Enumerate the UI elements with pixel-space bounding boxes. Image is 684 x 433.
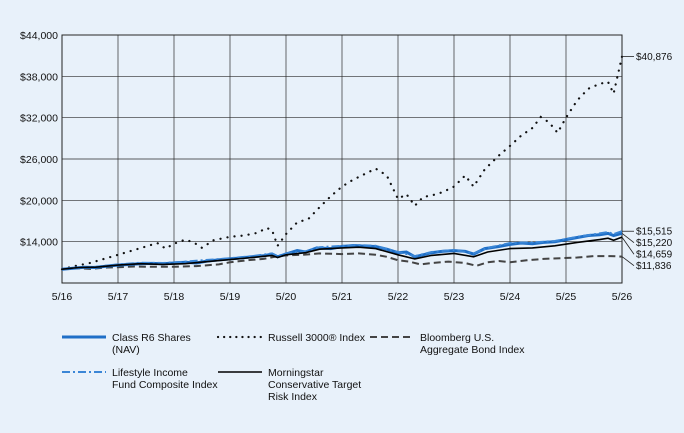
axes: 5/16 5/17 5/18 5/19 5/20 5/21 5/22 5/23 5/24 5/25…: [20, 30, 632, 303]
x-tick-label: 5/18: [164, 291, 185, 303]
x-tick-label: 5/16: [52, 291, 73, 303]
x-tick-label: 5/22: [388, 291, 409, 303]
series-line-4: [61, 236, 623, 270]
end-labels: $40,876 $15,515$15,220$14,659$11,836: [621, 52, 673, 272]
y-tick-label: $38,000: [20, 71, 58, 83]
legend-label: Russell 3000® Index: [268, 332, 366, 344]
x-tick-label: 5/23: [444, 291, 465, 303]
legend-item: Class R6 Shares(NAV): [62, 332, 191, 356]
x-tick-label: 5/21: [332, 291, 353, 303]
y-tick-label: $14,000: [20, 237, 58, 249]
y-tick-label: $26,000: [20, 154, 58, 166]
legend-label: Conservative Target: [268, 379, 361, 391]
x-tick-label: 5/20: [276, 291, 297, 303]
y-tick-label: $20,000: [20, 195, 58, 207]
end-label-leader: [621, 256, 635, 267]
legend-label: Class R6 Shares: [112, 332, 191, 344]
legend-label: Bloomberg U.S.: [420, 332, 494, 344]
grid: [61, 34, 623, 284]
legend-item: Russell 3000® Index: [216, 332, 366, 344]
end-value-label: $40,876: [636, 52, 673, 63]
x-tick-label: 5/25: [556, 291, 577, 303]
x-tick-label: 5/24: [500, 291, 521, 303]
end-value-label: $15,515: [636, 227, 673, 238]
end-value-label: $15,220: [636, 238, 673, 249]
y-tick-label: $44,000: [20, 30, 58, 42]
end-value-label: $14,659: [636, 250, 673, 261]
legend-label: Aggregate Bond Index: [420, 344, 525, 356]
legend-label: Lifestyle Income: [112, 367, 188, 379]
series-line-3: [61, 230, 623, 271]
legend-label: Risk Index: [268, 391, 318, 403]
legend: Class R6 Shares(NAV) Russell 3000® Index B…: [62, 332, 525, 403]
end-value-label: $11,836: [636, 261, 672, 272]
series-layer: [60, 55, 624, 271]
y-tick-label: $32,000: [20, 113, 58, 125]
x-tick-label: 5/17: [108, 291, 129, 303]
end-label-leader: [621, 236, 635, 255]
x-tick-label: 5/19: [220, 291, 241, 303]
end-label-leader: [621, 232, 635, 244]
legend-label: Morningstar: [268, 367, 324, 379]
legend-item: Bloomberg U.S.Aggregate Bond Index: [370, 332, 525, 356]
legend-label: (NAV): [112, 344, 140, 356]
series-line-2: [61, 252, 623, 271]
x-tick-label: 5/26: [612, 291, 633, 303]
legend-label: Fund Composite Index: [112, 379, 218, 391]
